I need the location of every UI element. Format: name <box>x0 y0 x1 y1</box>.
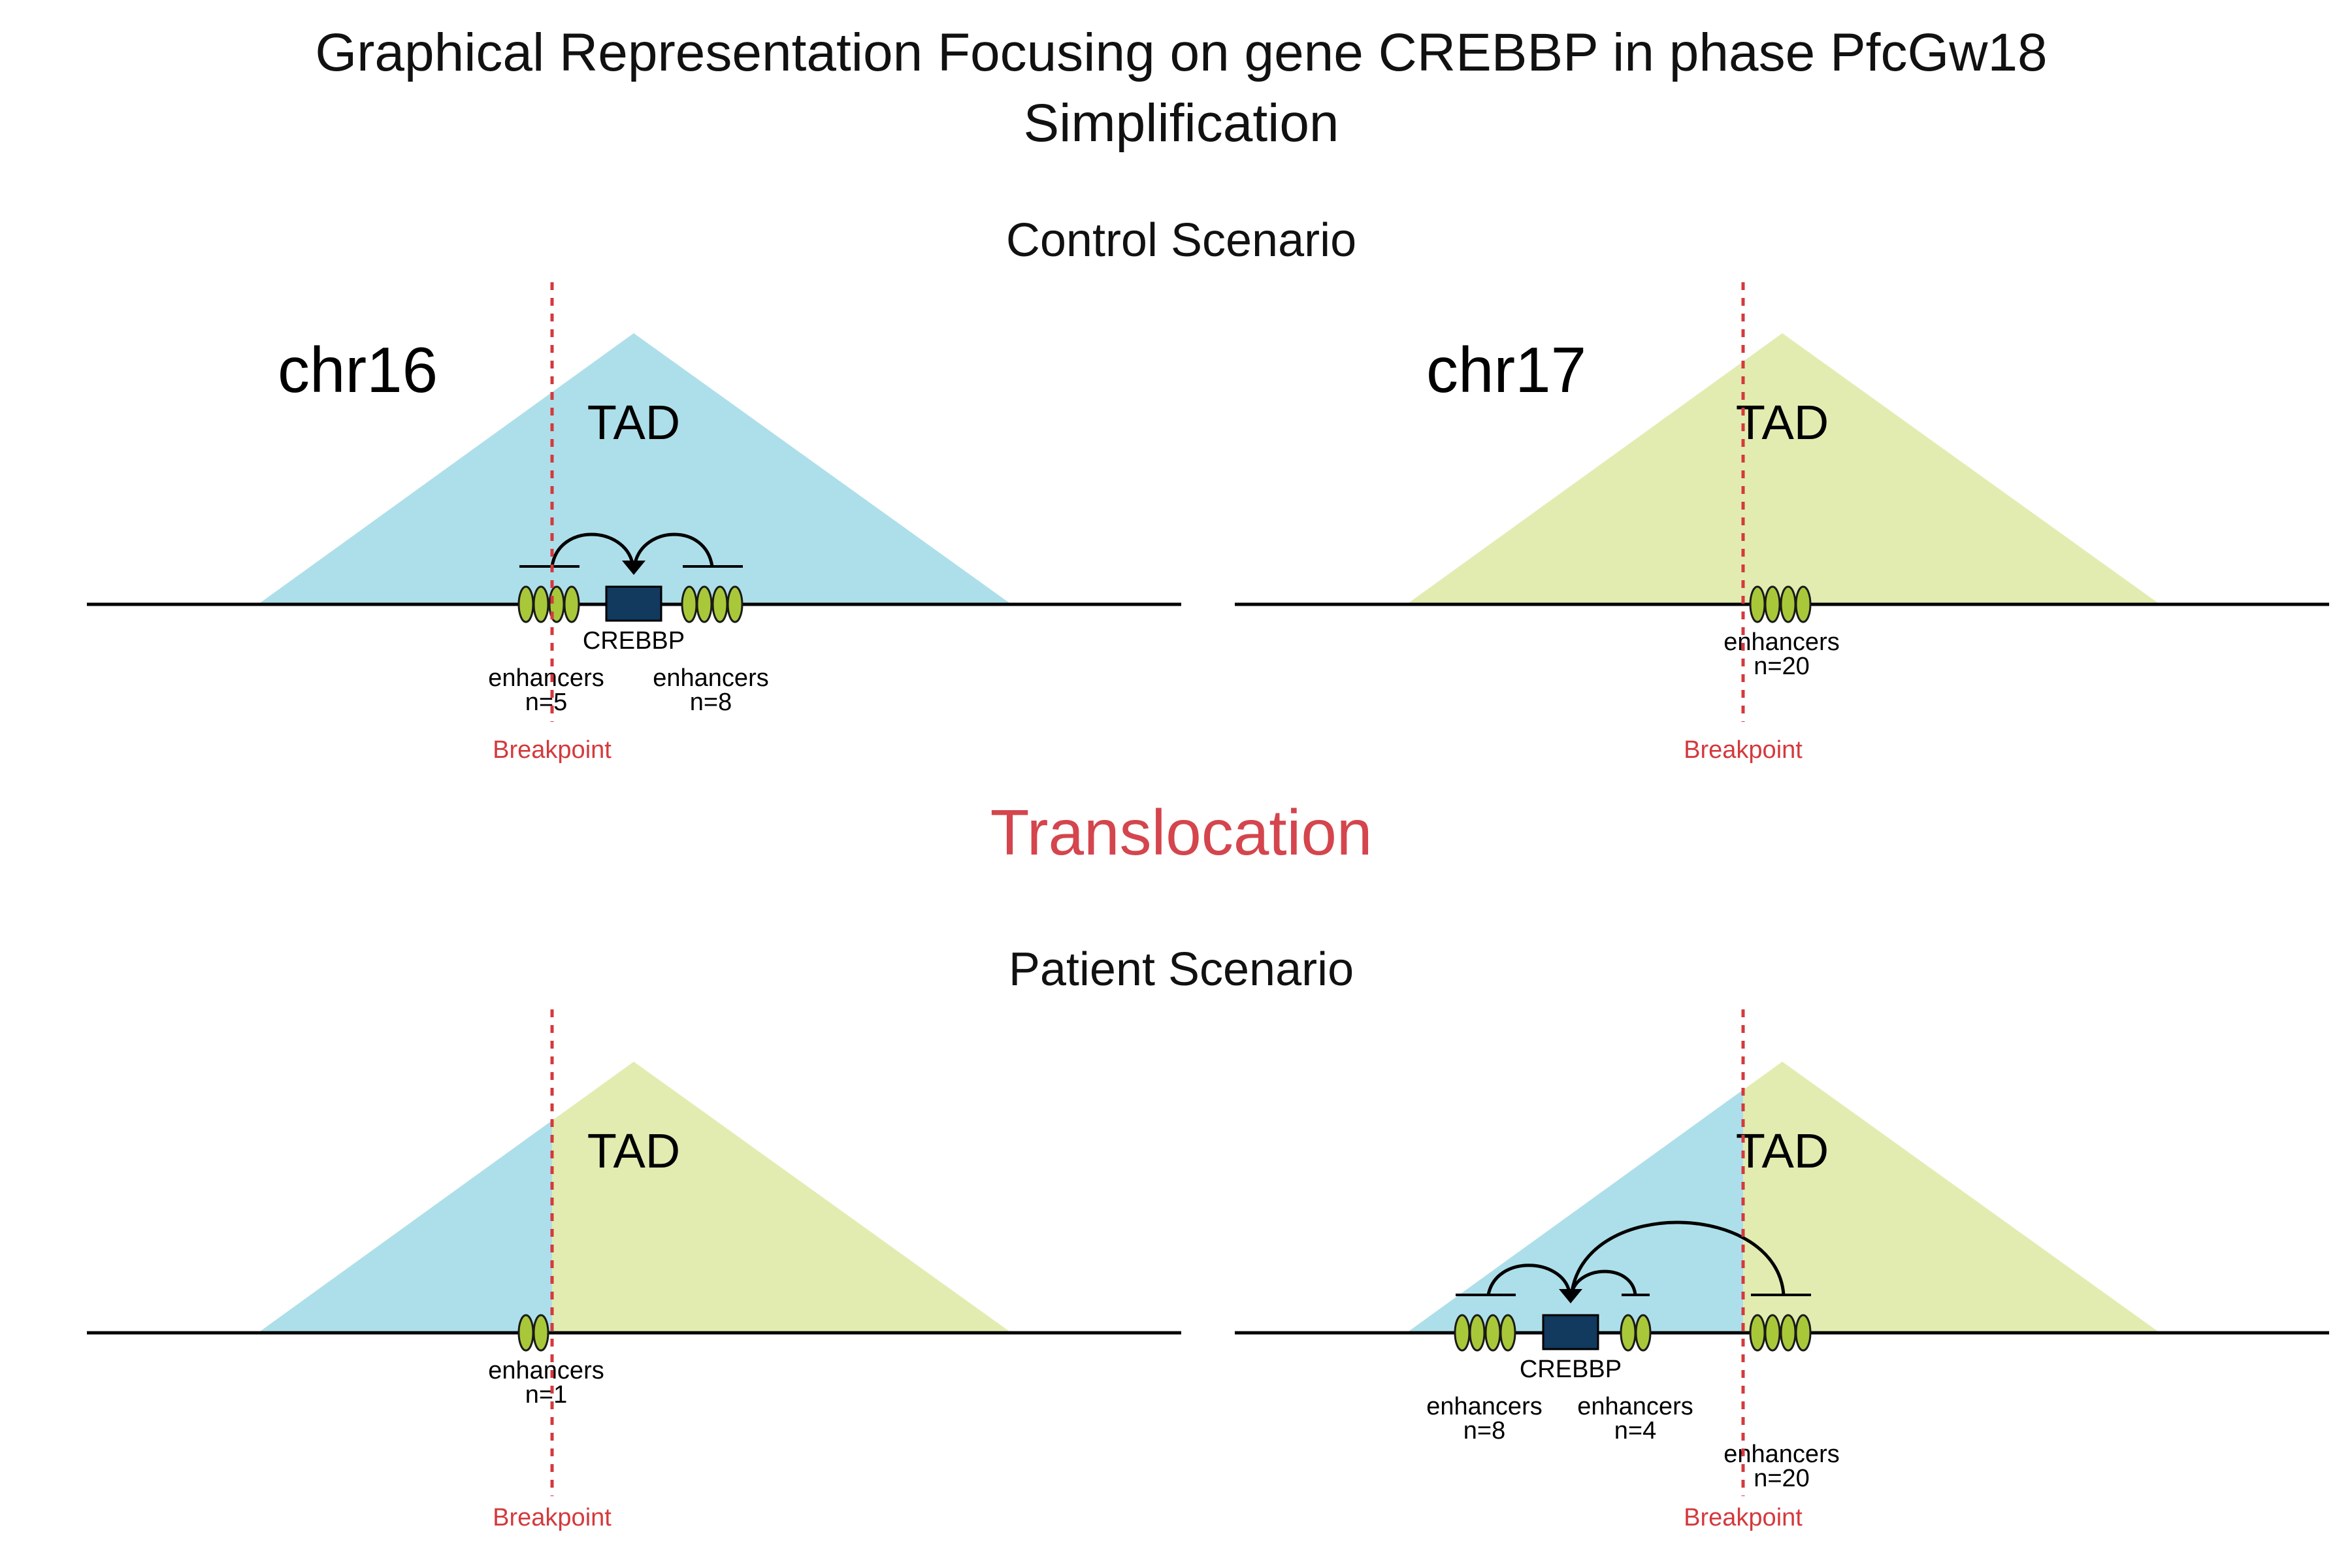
enhancer <box>517 1314 534 1352</box>
enhancer <box>532 585 549 623</box>
chr17-label: chr17 <box>1426 334 1586 406</box>
control-chr17-panel: chr17 TAD enhancers n=20 Breakpoint <box>1235 282 2329 764</box>
enhancer <box>1795 1314 1812 1352</box>
chr16-tad-portion <box>258 1120 552 1333</box>
chr16-tad-triangle <box>258 333 1011 604</box>
enhancer-count: n=20 <box>1754 653 1810 680</box>
enhancers-label: enhancers <box>1723 629 1839 656</box>
enhancers-label: enhancers <box>653 664 768 692</box>
enhancer <box>1454 1314 1471 1352</box>
breakpoint-label: Breakpoint <box>1684 1504 1803 1531</box>
enhancers-label: enhancers <box>488 1357 604 1384</box>
enhancer <box>1469 1314 1486 1352</box>
enhancer <box>1764 585 1781 623</box>
crebbp-gene-box <box>1542 1314 1599 1350</box>
title-line-1: Graphical Representation Focusing on gen… <box>315 23 2047 82</box>
enhancer <box>1635 1314 1652 1352</box>
chr17-tad-triangle <box>1407 333 2160 604</box>
enhancer <box>711 585 728 623</box>
gene-label: CREBBP <box>583 627 685 655</box>
enhancer-count: n=4 <box>1614 1417 1656 1445</box>
breakpoint-label: Breakpoint <box>493 736 612 764</box>
enhancer-count: n=5 <box>525 689 567 716</box>
enhancer <box>1780 1314 1797 1352</box>
gene-label: CREBBP <box>1520 1356 1622 1383</box>
interaction-arc <box>1486 1264 1571 1296</box>
enhancer <box>1499 1314 1516 1352</box>
enhancer-cluster <box>517 1314 549 1352</box>
chr16-tad-portion <box>1407 1090 1743 1333</box>
enhancer <box>1749 1314 1766 1352</box>
crebbp-gene-box <box>605 585 662 622</box>
arrow-head-icon <box>1559 1289 1582 1303</box>
enhancers-label: enhancers <box>1577 1393 1693 1420</box>
enhancers-label: enhancers <box>1426 1393 1542 1420</box>
chr16-label: chr16 <box>278 334 438 406</box>
tad-label: TAD <box>1736 395 1829 449</box>
enhancer-cluster-left <box>1454 1314 1516 1352</box>
title-line-2: Simplification <box>1023 93 1339 153</box>
enhancer <box>681 585 698 623</box>
enhancer-count: n=1 <box>525 1381 567 1409</box>
enhancer <box>1749 585 1766 623</box>
breakpoint-label: Breakpoint <box>493 1504 612 1531</box>
enhancer <box>727 585 743 623</box>
enhancer <box>1484 1314 1501 1352</box>
enhancer <box>1620 1314 1637 1352</box>
translocation-label: Translocation <box>990 796 1373 868</box>
enhancer-cluster <box>1749 585 1812 623</box>
enhancer <box>1764 1314 1781 1352</box>
enhancer <box>517 585 534 623</box>
enhancers-label: enhancers <box>1723 1441 1839 1468</box>
enhancer-count: n=8 <box>690 689 732 716</box>
tad-label: TAD <box>587 1124 681 1178</box>
patient-right-panel: TAD CREBBP e <box>1235 1009 2329 1531</box>
enhancer <box>696 585 713 623</box>
tad-label: TAD <box>1736 1124 1829 1178</box>
enhancer <box>1780 585 1797 623</box>
enhancer-cluster-right <box>681 585 743 623</box>
enhancer-count: n=20 <box>1754 1465 1810 1492</box>
patient-scenario-label: Patient Scenario <box>1009 943 1354 996</box>
enhancer-cluster-right <box>1620 1314 1652 1352</box>
interaction-arc <box>1570 1220 1786 1296</box>
enhancer <box>1795 585 1812 623</box>
control-chr16-panel: chr16 TAD CREBBP enhancers n=5 enhancers <box>87 282 1181 764</box>
control-scenario-label: Control Scenario <box>1006 214 1356 267</box>
enhancer <box>532 1314 549 1352</box>
enhancer-count: n=8 <box>1463 1417 1505 1445</box>
enhancer <box>563 585 580 623</box>
enhancer-cluster-chr17 <box>1749 1314 1812 1352</box>
arrow-head-icon <box>622 561 645 575</box>
enhancers-label: enhancers <box>488 664 604 692</box>
interaction-arc <box>550 532 634 567</box>
enhancer-cluster-left <box>517 585 580 623</box>
interaction-arc <box>633 532 714 567</box>
breakpoint-label: Breakpoint <box>1684 736 1803 764</box>
interaction-arc <box>1570 1269 1637 1296</box>
patient-left-panel: TAD enhancers n=1 Breakpoint <box>87 1009 1181 1531</box>
tad-label: TAD <box>587 395 681 449</box>
